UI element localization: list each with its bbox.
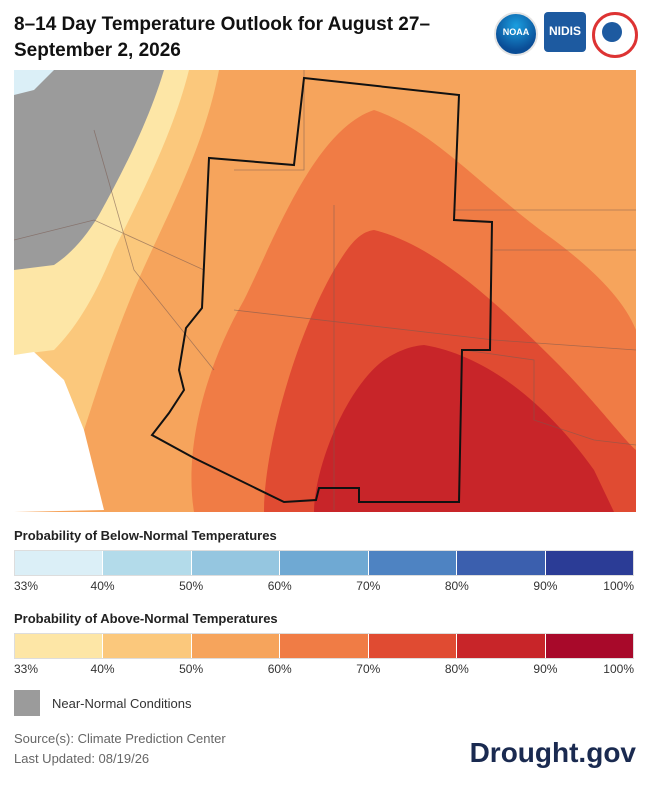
legend-above-swatch-1: [103, 634, 192, 658]
legend-below-swatch-6: [545, 551, 633, 575]
legend-above-tick-label: 80%: [444, 662, 469, 676]
legend-below-swatch-5: [457, 551, 546, 575]
state-boundaries: [14, 70, 636, 510]
legend-below-bar: [14, 550, 634, 576]
legend-above-swatch-6: [545, 634, 633, 658]
zone-below-33: [14, 70, 54, 95]
legend-above-ticks: 33% 40% 50% 60% 70% 80% 90% 100%: [14, 662, 634, 678]
legend-above-tick-label: 100%: [603, 662, 634, 676]
last-updated-text: Last Updated: 08/19/26: [14, 751, 150, 766]
legend-below-title: Probability of Below-Normal Temperatures: [14, 528, 277, 543]
zone-above-40: [14, 70, 219, 430]
legend-above-swatch-4: [368, 634, 458, 658]
legend-below-tick-label: 60%: [267, 579, 292, 593]
legend-below-swatch-2: [191, 551, 281, 575]
zone-near-normal: [14, 70, 164, 270]
legend-above-tick-label: 60%: [267, 662, 292, 676]
map-title: 8–14 Day Temperature Outlook for August …: [14, 14, 431, 61]
legend-above-tick-label: 90%: [533, 662, 558, 676]
legend-above-swatch-0: [15, 634, 104, 658]
nws-logo-emblem: [602, 22, 622, 42]
region-outline: [150, 76, 494, 504]
legend-below-tick-label: 50%: [179, 579, 204, 593]
legend-above-swatch-5: [457, 634, 546, 658]
near-normal-label: Near-Normal Conditions: [52, 696, 192, 711]
legend-above-tick-label: 70%: [356, 662, 381, 676]
legend-above-title: Probability of Above-Normal Temperatures: [14, 611, 278, 626]
legend-above-tick-label: 33%: [14, 662, 39, 676]
logo-group: NOAA NIDIS: [494, 12, 638, 58]
legend-above-tick-label: 50%: [179, 662, 204, 676]
ocean: [14, 352, 104, 512]
legend-below-tick-label: 40%: [90, 579, 115, 593]
legend-above-bar: [14, 633, 634, 659]
legend-below-swatch-3: [280, 551, 369, 575]
near-normal-swatch: [14, 690, 40, 716]
legend-below-swatch-0: [15, 551, 104, 575]
legend-above-tick-label: 40%: [90, 662, 115, 676]
drought-gov-logo[interactable]: Drought.gov: [469, 737, 636, 768]
legend-above-swatch-3: [280, 634, 369, 658]
nws-logo[interactable]: [592, 12, 638, 58]
nidis-logo-text: NIDIS: [548, 24, 581, 38]
zone-above-33: [14, 70, 189, 355]
legend-below-tick-label: 80%: [444, 579, 469, 593]
zone-above-80: [314, 345, 614, 512]
noaa-logo[interactable]: NOAA: [494, 12, 538, 56]
legend-below-tick-label: 90%: [533, 579, 558, 593]
noaa-logo-text: NOAA: [502, 27, 530, 37]
legend-below-swatch-4: [368, 551, 458, 575]
source-info: Source(s): Climate Prediction Center Las…: [14, 729, 226, 769]
legend-below-ticks: 33% 40% 50% 60% 70% 80% 90% 100%: [14, 579, 634, 595]
legend-below-tick-label: 70%: [356, 579, 381, 593]
legend-below-swatch-1: [103, 551, 192, 575]
source-text: Source(s): Climate Prediction Center: [14, 731, 226, 746]
legend-below-tick-label: 33%: [14, 579, 39, 593]
outlook-map: [14, 70, 636, 512]
legend-above-swatch-2: [191, 634, 281, 658]
legend-below-tick-label: 100%: [603, 579, 634, 593]
outlook-map-svg: [14, 70, 636, 512]
nidis-logo[interactable]: NIDIS: [544, 12, 586, 52]
